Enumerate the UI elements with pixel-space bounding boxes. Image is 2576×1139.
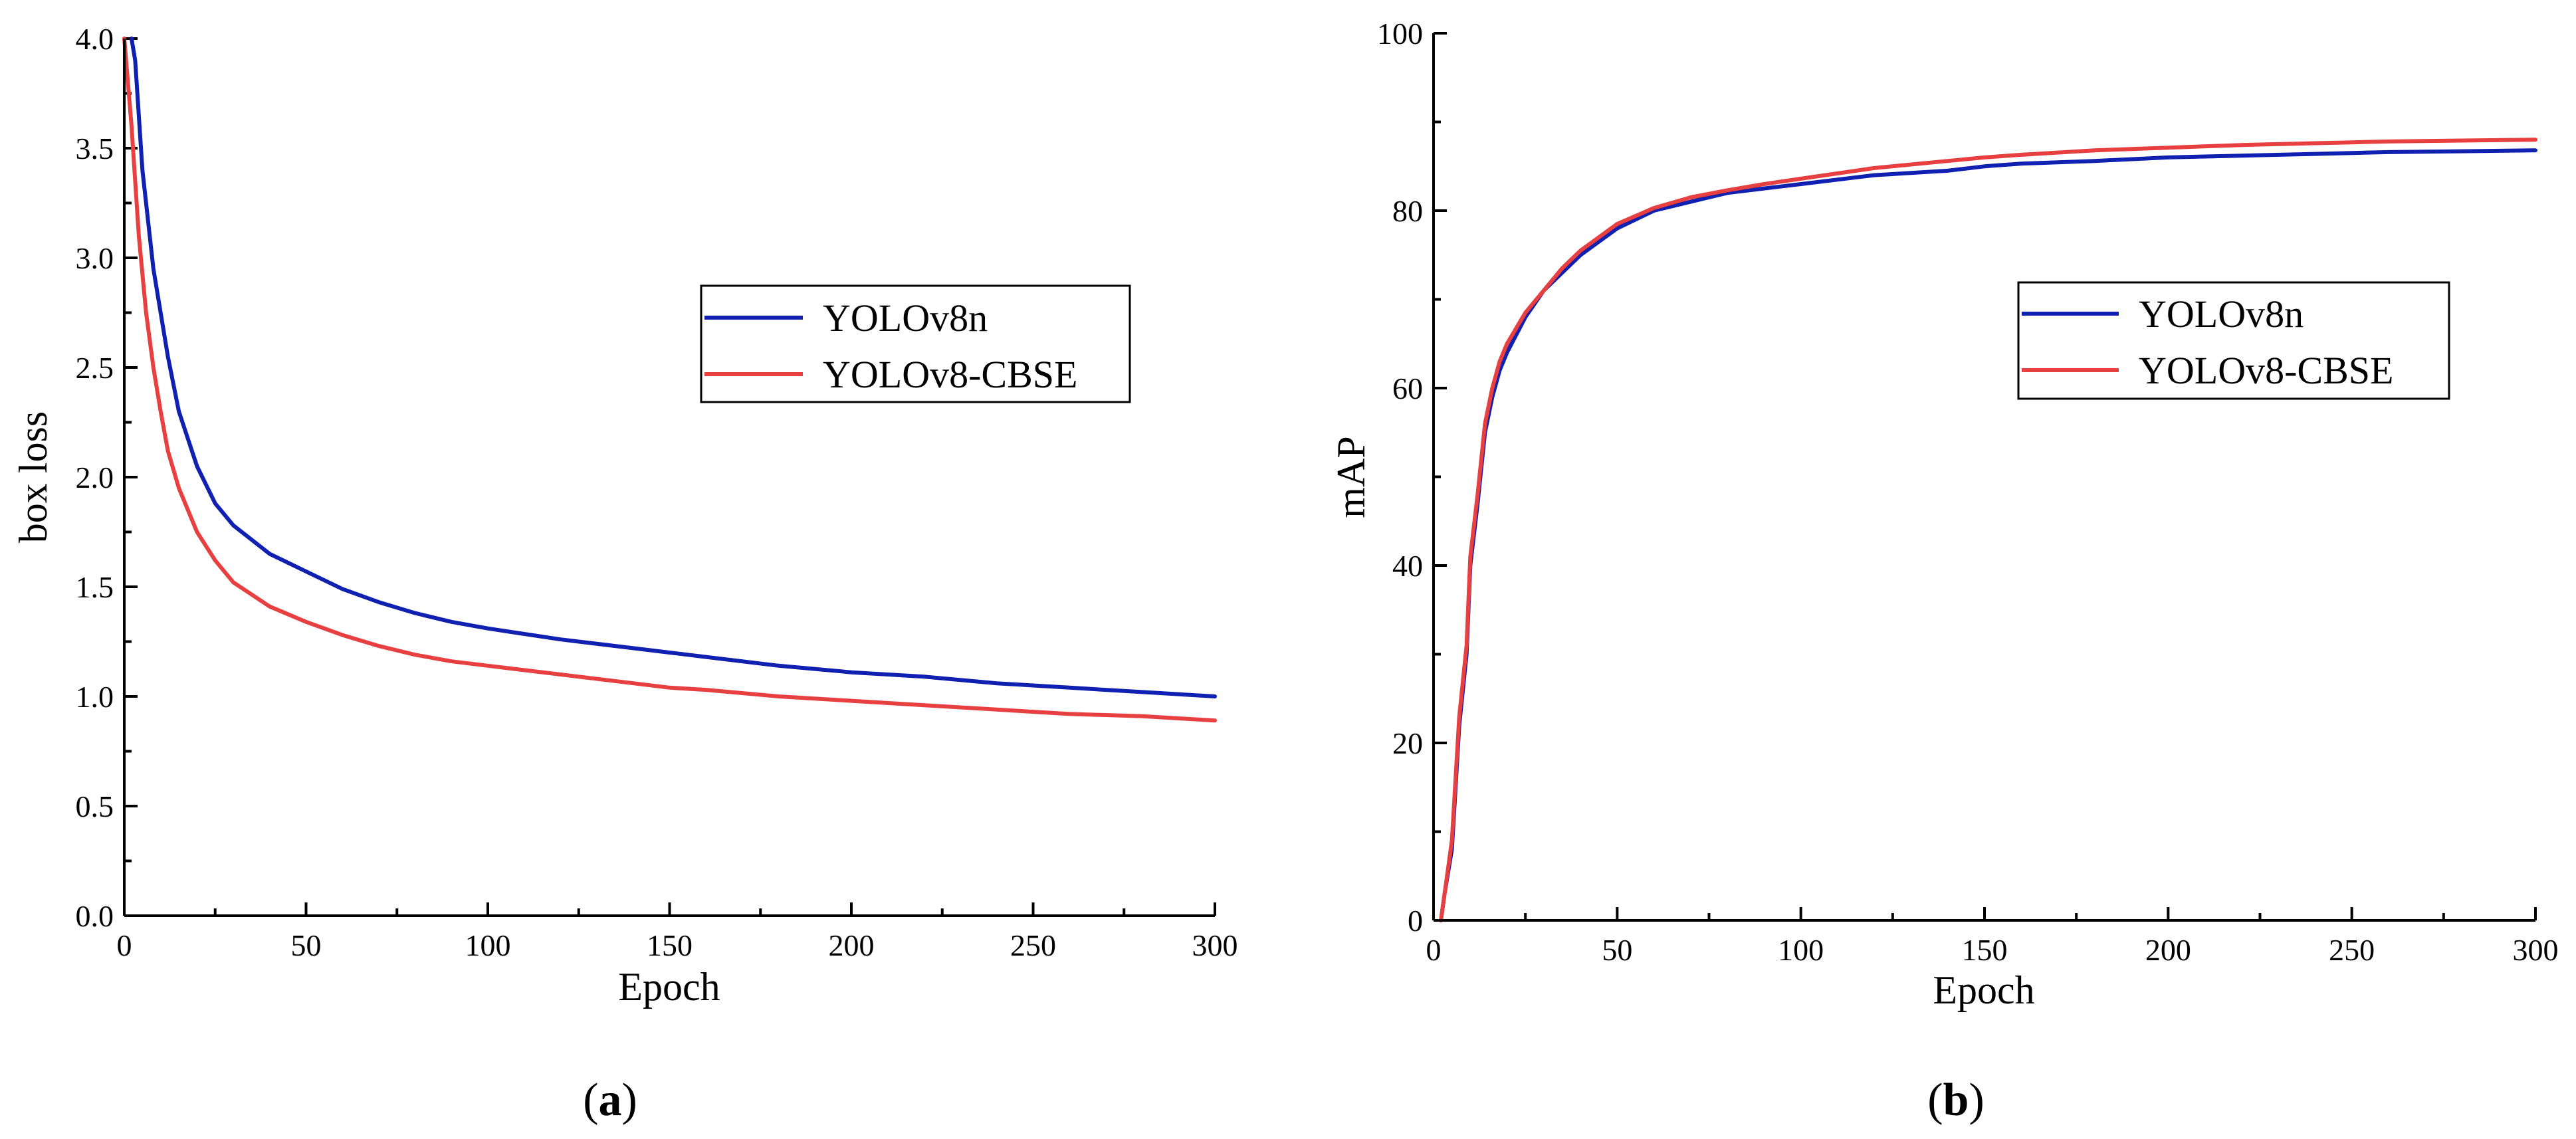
y-tick-label: 80	[1392, 194, 1423, 228]
y-tick-label: 1.0	[76, 680, 114, 714]
x-tick-label: 300	[1192, 928, 1238, 962]
x-axis-title: Epoch	[1933, 968, 2034, 1012]
y-tick-label: 2.0	[76, 461, 114, 494]
x-tick-label: 0	[117, 928, 132, 962]
x-tick-label: 0	[1426, 933, 1442, 967]
series-lines	[1439, 138, 2537, 922]
x-tick-label: 50	[1602, 933, 1632, 967]
y-tick-label: 3.0	[76, 241, 114, 275]
legend-label-yolov8n: YOLOv8n	[823, 296, 988, 340]
legend: YOLOv8n YOLOv8-CBSE	[700, 284, 1131, 403]
y-tick-label: 40	[1392, 549, 1423, 583]
y-tick-label: 3.5	[76, 132, 114, 165]
panel-a-box-loss-chart: 0.0 0.5 1.0 1.5 2.0 2.5 3.0 3.5 4.0 0 50 100 150 200…	[11, 22, 1238, 1009]
caption-a: (a)	[583, 1075, 637, 1126]
y-tick-label: 0	[1408, 904, 1423, 938]
x-tick-label: 200	[2145, 933, 2191, 967]
series-line-yolov8-cbse	[1439, 138, 2537, 922]
x-tick-label: 150	[647, 928, 693, 962]
x-tick-label: 300	[2513, 933, 2559, 967]
y-axis-title: mAP	[1329, 436, 1373, 518]
x-tick-label: 100	[465, 928, 511, 962]
y-axis-title: box loss	[11, 411, 55, 543]
y-axis-ticks: 0.0 0.5 1.0 1.5 2.0 2.5 3.0 3.5 4.0	[76, 22, 138, 933]
y-tick-label: 1.5	[76, 570, 114, 604]
x-tick-label: 250	[2329, 933, 2375, 967]
legend-label-yolov8n: YOLOv8n	[2139, 292, 2304, 336]
legend: YOLOv8n YOLOv8-CBSE	[2017, 281, 2450, 400]
caption-b: (b)	[1927, 1075, 1985, 1126]
legend-box	[2017, 281, 2450, 400]
y-tick-label: 0.5	[76, 789, 114, 823]
panel-b-map-chart: 0 20 40 60 80 100 0 50 100 150 200 250 300 Epoch mA…	[1329, 17, 2559, 1012]
x-axis-ticks: 0 50 100 150 200 250 300	[1426, 907, 2559, 967]
y-tick-label: 0.0	[76, 899, 114, 933]
x-tick-label: 200	[829, 928, 875, 962]
series-line-yolov8n	[129, 37, 1217, 698]
legend-label-yolov8-cbse: YOLOv8-CBSE	[823, 353, 1077, 396]
x-tick-label: 50	[291, 928, 322, 962]
y-tick-label: 60	[1392, 371, 1423, 405]
x-tick-label: 150	[1962, 933, 2008, 967]
legend-label-yolov8-cbse: YOLOv8-CBSE	[2139, 349, 2393, 392]
series-line-yolov8-cbse	[122, 37, 1217, 723]
series-lines	[122, 37, 1217, 723]
x-tick-label: 250	[1010, 928, 1056, 962]
y-tick-label: 20	[1392, 726, 1423, 760]
y-tick-label: 4.0	[76, 22, 114, 56]
y-axis-ticks: 0 20 40 60 80 100	[1377, 17, 1447, 938]
x-axis-ticks: 0 50 100 150 200 250 300	[117, 902, 1238, 962]
legend-box	[700, 284, 1131, 403]
x-tick-label: 100	[1778, 933, 1824, 967]
x-axis-title: Epoch	[618, 965, 720, 1009]
y-tick-label: 100	[1377, 17, 1423, 51]
series-line-yolov8n	[1439, 148, 2537, 922]
y-tick-label: 2.5	[76, 351, 114, 385]
